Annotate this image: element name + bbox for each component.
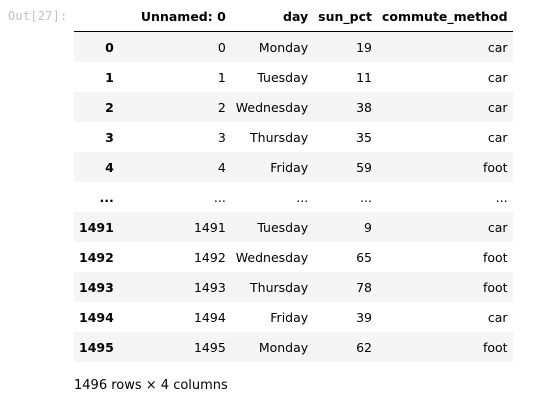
cell-day: ... — [296, 189, 309, 205]
cell-unnamed-0: 3 — [217, 129, 226, 145]
table-row: 1494 1494 Friday 39 car — [74, 302, 513, 332]
cell-unnamed-0: 1494 — [193, 309, 226, 325]
cell-commute-method: ... — [495, 189, 508, 205]
cell-day: Friday — [270, 159, 309, 175]
row-index-label: 4 — [105, 159, 114, 175]
cell-commute-method: foot — [482, 339, 508, 355]
cell-unnamed-0: ... — [213, 189, 226, 205]
cell-sun-pct: 9 — [364, 219, 372, 235]
column-header-unnamed-0: Unnamed: 0 — [118, 1, 231, 32]
table-row: 2 2 Wednesday 38 car — [74, 92, 513, 122]
cell-day: Tuesday — [257, 69, 309, 85]
cell-commute-method: car — [487, 39, 508, 55]
cell-unnamed-0: 2 — [217, 99, 226, 115]
row-index-label: 1 — [105, 69, 114, 85]
cell-day: Friday — [270, 309, 309, 325]
cell-commute-method: foot — [482, 159, 508, 175]
table-row: 1 1 Tuesday 11 car — [74, 62, 513, 92]
cell-unnamed-0: 1 — [217, 69, 226, 85]
table-row: 4 4 Friday 59 foot — [74, 152, 513, 182]
row-index-label: 1491 — [79, 219, 114, 235]
cell-day: Monday — [258, 39, 309, 55]
row-index-label: ... — [99, 189, 114, 205]
row-index-label: 1494 — [79, 309, 114, 325]
cell-unnamed-0: 0 — [217, 39, 226, 55]
row-index-label: 1492 — [79, 249, 114, 265]
cell-day: Wednesday — [235, 249, 309, 265]
table-row: 1491 1491 Tuesday 9 car — [74, 212, 513, 242]
cell-day: Tuesday — [257, 219, 309, 235]
row-index-label: 1495 — [79, 339, 114, 355]
row-index-label: 2 — [105, 99, 114, 115]
cell-sun-pct: ... — [360, 189, 372, 205]
cell-day: Wednesday — [235, 99, 309, 115]
row-index-label: 3 — [105, 129, 114, 145]
cell-commute-method: car — [487, 219, 508, 235]
cell-day: Thursday — [250, 129, 309, 145]
table-row: 3 3 Thursday 35 car — [74, 122, 513, 152]
cell-sun-pct: 65 — [356, 249, 372, 265]
cell-commute-method: car — [487, 69, 508, 85]
cell-unnamed-0: 1492 — [193, 249, 226, 265]
cell-sun-pct: 39 — [356, 309, 372, 325]
cell-commute-method: car — [487, 129, 508, 145]
table-row: 0 0 Monday 19 car — [74, 31, 513, 62]
column-header-day: day — [230, 1, 314, 32]
output-prompt: Out[27]: — [8, 9, 68, 23]
table-header-row: Unnamed: 0 day sun_pct commute_method — [74, 1, 513, 32]
column-header-index — [74, 1, 119, 32]
cell-commute-method: foot — [482, 279, 508, 295]
cell-commute-method: foot — [482, 249, 508, 265]
cell-commute-method: car — [487, 309, 508, 325]
column-header-commute-method: commute_method — [377, 1, 513, 32]
cell-sun-pct: 11 — [356, 69, 372, 85]
cell-sun-pct: 35 — [356, 129, 372, 145]
cell-sun-pct: 38 — [356, 99, 372, 115]
cell-sun-pct: 78 — [356, 279, 372, 295]
column-header-sun-pct: sun_pct — [313, 1, 377, 32]
cell-unnamed-0: 1493 — [193, 279, 226, 295]
cell-unnamed-0: 4 — [217, 159, 226, 175]
cell-sun-pct: 62 — [356, 339, 372, 355]
cell-commute-method: car — [487, 99, 508, 115]
table-row: 1493 1493 Thursday 78 foot — [74, 272, 513, 302]
cell-day: Monday — [258, 339, 309, 355]
cell-sun-pct: 59 — [356, 159, 372, 175]
row-index-label: 1493 — [79, 279, 114, 295]
table-row: 1495 1495 Monday 62 foot — [74, 332, 513, 362]
cell-unnamed-0: 1495 — [193, 339, 226, 355]
table-row: ............... — [74, 182, 513, 212]
dataframe-shape-summary: 1496 rows × 4 columns — [74, 378, 228, 393]
table-row: 1492 1492 Wednesday 65 foot — [74, 242, 513, 272]
cell-day: Thursday — [250, 279, 309, 295]
row-index-label: 0 — [105, 39, 114, 55]
cell-unnamed-0: 1491 — [193, 219, 226, 235]
table-body: 0 0 Monday 19 car 1 1 Tuesday 11 car 2 2 Wednesday 38… — [74, 31, 513, 362]
cell-sun-pct: 19 — [356, 39, 372, 55]
